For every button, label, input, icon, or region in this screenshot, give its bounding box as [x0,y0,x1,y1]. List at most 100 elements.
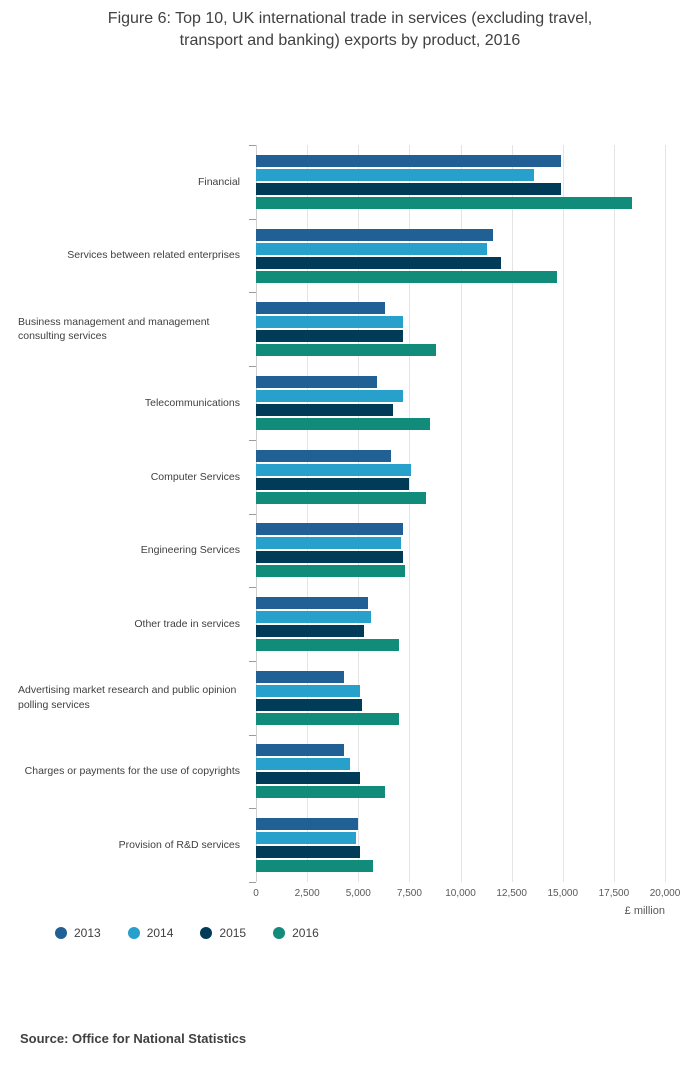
gridline [665,145,666,882]
legend-item-2016[interactable]: 2016 [273,926,319,940]
category-label-text: Computer Services [150,470,240,483]
bar-group [256,513,665,587]
bar-2015 [256,846,361,859]
x-axis-tick-label: 17,500 [598,888,630,899]
bar-group [256,808,665,882]
legend-swatch-2016 [273,927,286,939]
bar-2016 [256,344,436,357]
legend-item-2015[interactable]: 2015 [200,926,246,940]
gridline [409,145,411,882]
category-label: Telecommunications [0,396,256,410]
gridline [256,145,257,882]
bar-2016 [256,860,373,873]
y-axis-tick [249,513,256,515]
category-label-text: Services between related enterprises [67,249,240,262]
x-axis-title: £ million [624,905,665,917]
bar-2016 [256,565,406,578]
bar-2015 [256,551,404,564]
category-label: Other trade in services [0,617,256,631]
bar-2014 [256,168,535,181]
y-axis-tick [249,734,256,736]
bar-group-row: Engineering Services [0,513,665,587]
bar-2014 [256,316,404,329]
bar-2013 [256,375,377,388]
category-label: Charges or payments for the use of copyr… [0,764,256,778]
category-label-text: Other trade in services [134,617,240,630]
category-label-text: Charges or payments for the use of copyr… [24,765,240,778]
bar-2013 [256,596,369,609]
bar-group [256,145,665,219]
bar-group-row: Advertising market research and public o… [0,661,665,735]
bar-group-row: Other trade in services [0,587,665,661]
legend-swatch-2013 [55,927,67,939]
legend-label: 2016 [292,926,319,940]
x-axis-tick-label: 10,000 [445,888,476,899]
y-axis-tick [249,587,256,589]
legend-swatch-2015 [200,927,213,939]
legend-swatch-2014 [127,927,140,939]
bar-2014 [256,610,371,623]
bar-rows: Financial Services between related enterp… [0,145,665,882]
bar-2014 [256,389,404,402]
legend-label: 2014 [146,926,174,940]
bar-2013 [256,449,391,462]
bar-group [256,735,665,809]
y-axis-tick [249,660,256,662]
y-axis-tick [249,808,256,810]
category-label: Provision of R&D services [0,838,256,852]
bar-2016 [256,712,400,725]
bar-2013 [256,154,561,167]
chart-title: Figure 6: Top 10, UK international trade… [107,10,593,50]
category-label-text: Telecommunications [144,396,240,409]
category-label-text: Provision of R&D services [118,838,240,851]
gridline [613,145,615,882]
bar-2016 [256,270,557,283]
bar-group [256,440,665,514]
gridline [511,145,513,882]
category-label: Business management and management consu… [0,315,256,343]
bar-group-row: Charges or payments for the use of copyr… [0,735,665,809]
plot-area [249,145,666,883]
bar-group [256,366,665,440]
gridline [460,145,462,882]
bar-group-row: Computer Services [0,440,665,514]
x-axis-tick-label: 7,500 [396,888,422,899]
bar-2013 [256,818,359,831]
category-label-text: Advertising market research and public o… [18,684,237,711]
bar-2013 [256,302,385,315]
y-axis-tick [249,882,256,883]
x-axis-tick-label: 2,500 [294,888,320,899]
category-label: Computer Services [0,470,256,484]
bar-2014 [256,537,402,550]
bar-2014 [256,758,351,771]
category-label: Engineering Services [0,543,256,557]
bar-group-row: Business management and management consu… [0,292,665,366]
x-axis-tick-label: 0 [253,888,259,899]
bar-group-row: Provision of R&D services [0,808,665,882]
gridline [562,145,564,882]
bar-chart: Financial Services between related enterp… [0,145,700,945]
bar-2015 [256,624,365,637]
bar-2015 [256,772,361,785]
bar-2014 [256,463,412,476]
x-axis-tick-label: 15,000 [547,888,579,899]
y-axis-tick [249,145,256,146]
category-label: Advertising market research and public o… [0,683,256,711]
legend-item-2014[interactable]: 2014 [127,926,174,940]
bar-2015 [256,330,404,343]
y-axis-tick [249,366,256,368]
bar-2015 [256,698,363,711]
legend-label: 2013 [74,926,101,940]
bar-group-row: Telecommunications [0,366,665,440]
x-axis-tick-label: 12,500 [496,888,527,899]
legend-item-2013[interactable]: 2013 [55,926,101,940]
bar-group [256,587,665,661]
bar-2013 [256,744,344,757]
category-label-text: Financial [197,175,240,188]
bar-group [256,219,665,293]
gridline [358,145,360,882]
bar-2016 [256,786,385,799]
gridline [307,145,309,882]
bar-2014 [256,242,488,255]
